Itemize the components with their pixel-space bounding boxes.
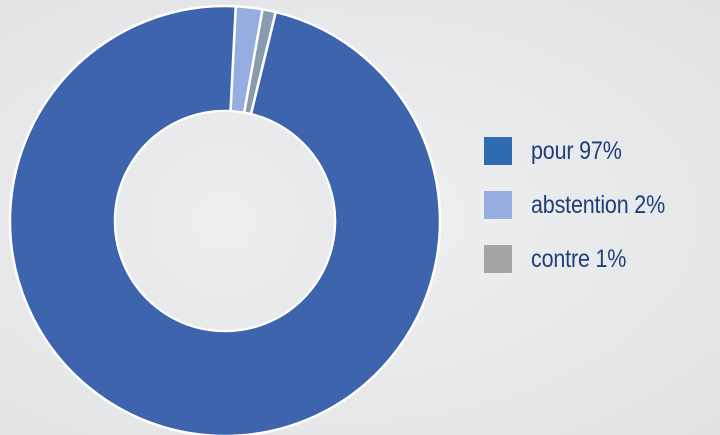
legend-swatch-contre <box>484 245 512 273</box>
legend-label-abstention: abstention 2% <box>531 190 666 219</box>
legend-item-pour: pour 97% <box>484 124 687 178</box>
legend-item-abstention: abstention 2% <box>484 178 687 232</box>
legend-label-contre: contre 1% <box>531 244 627 273</box>
chart-legend: pour 97% abstention 2% contre 1% <box>484 124 687 286</box>
legend-label-pour: pour 97% <box>531 136 622 165</box>
donut-hole <box>114 110 336 332</box>
legend-swatch-pour <box>484 137 512 165</box>
legend-item-contre: contre 1% <box>484 232 687 286</box>
legend-swatch-abstention <box>484 191 512 219</box>
